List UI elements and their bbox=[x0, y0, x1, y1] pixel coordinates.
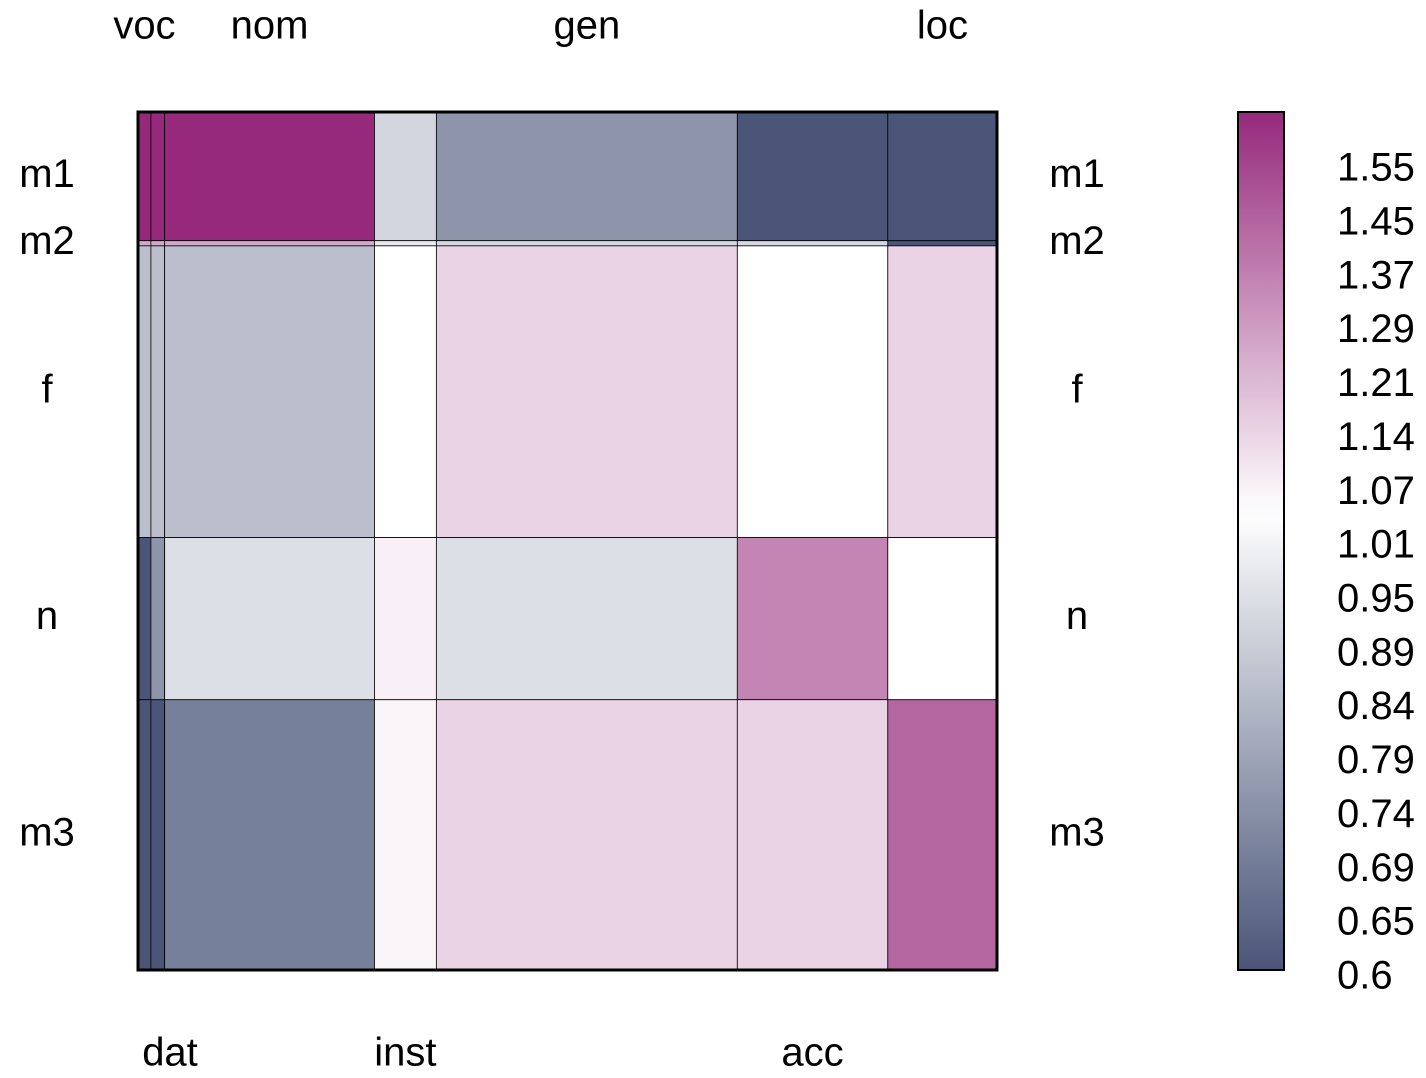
mosaic-cell bbox=[138, 246, 151, 538]
row-label-right: n bbox=[1066, 594, 1088, 638]
row-label-right: m3 bbox=[1049, 810, 1105, 854]
legend-tick-label: 0.74 bbox=[1337, 792, 1415, 836]
page: {"chart_data": { "type": "mosaic", "colu… bbox=[0, 0, 1426, 1078]
mosaic-cell bbox=[374, 246, 436, 538]
legend-tick-label: 0.89 bbox=[1337, 630, 1415, 674]
mosaic-cell bbox=[436, 538, 737, 700]
legend-tick-label: 0.69 bbox=[1337, 846, 1415, 890]
mosaic-cell bbox=[151, 538, 165, 700]
mosaic-cell bbox=[165, 246, 375, 538]
mosaic-cell bbox=[165, 700, 375, 970]
mosaic-cell bbox=[737, 246, 887, 538]
mosaic-cell bbox=[737, 241, 887, 246]
column-label: dat bbox=[142, 1031, 198, 1075]
mosaic-cell bbox=[436, 112, 737, 241]
legend-tick-label: 0.6 bbox=[1337, 954, 1393, 998]
legend-tick-label: 1.01 bbox=[1337, 523, 1415, 567]
mosaic-cell bbox=[165, 241, 375, 246]
legend-tick-label: 0.79 bbox=[1337, 738, 1415, 782]
row-label: m1 bbox=[19, 152, 75, 196]
row-label-right: f bbox=[1071, 367, 1083, 411]
column-label: loc bbox=[917, 4, 968, 48]
mosaic-cell bbox=[374, 700, 436, 970]
mosaic-cell bbox=[138, 538, 151, 700]
mosaic-cell bbox=[888, 241, 997, 246]
legend-tick-label: 1.29 bbox=[1337, 307, 1415, 351]
mosaic-cell bbox=[138, 112, 151, 241]
row-label-right: m2 bbox=[1049, 219, 1105, 263]
column-label: acc bbox=[781, 1031, 843, 1075]
row-label: n bbox=[36, 594, 58, 638]
mosaic-cell bbox=[737, 700, 887, 970]
mosaic-cell bbox=[151, 246, 165, 538]
row-label: m3 bbox=[19, 810, 75, 854]
legend-tick-label: 1.45 bbox=[1337, 199, 1415, 243]
column-label: inst bbox=[374, 1031, 436, 1075]
legend-tick-label: 0.84 bbox=[1337, 684, 1415, 728]
mosaic-cell bbox=[151, 241, 165, 246]
row-label-right: m1 bbox=[1049, 152, 1105, 196]
mosaic-cell bbox=[737, 538, 887, 700]
color-bar bbox=[1238, 112, 1284, 970]
mosaic-cell bbox=[374, 112, 436, 241]
mosaic-cell bbox=[888, 538, 997, 700]
mosaic-cell bbox=[138, 241, 151, 246]
mosaic-cell bbox=[374, 538, 436, 700]
mosaic-cell bbox=[737, 112, 887, 241]
row-label: f bbox=[41, 367, 53, 411]
legend-tick-label: 1.21 bbox=[1337, 361, 1415, 405]
mosaic-cell bbox=[165, 112, 375, 241]
legend-tick-label: 0.95 bbox=[1337, 576, 1415, 620]
mosaic-cell bbox=[165, 538, 375, 700]
legend-tick-label: 0.65 bbox=[1337, 900, 1415, 944]
mosaic-cell bbox=[436, 241, 737, 246]
mosaic-cell bbox=[138, 700, 151, 970]
column-label: voc bbox=[113, 4, 175, 48]
legend-tick-label: 1.07 bbox=[1337, 469, 1415, 513]
column-label: gen bbox=[553, 4, 620, 48]
column-label: nom bbox=[231, 4, 309, 48]
mosaic-cell bbox=[436, 246, 737, 538]
legend-tick-label: 1.37 bbox=[1337, 253, 1415, 297]
mosaic-cell bbox=[888, 700, 997, 970]
mosaic-cell bbox=[151, 700, 165, 970]
row-label: m2 bbox=[19, 219, 75, 263]
legend-tick-label: 1.55 bbox=[1337, 146, 1415, 190]
chart: voc dat nom inst gen acc loc m1 m1 m2 m2 f f n n m3 m3 0.… bbox=[0, 0, 1426, 1078]
mosaic-cell bbox=[374, 241, 436, 246]
mosaic-cell bbox=[888, 246, 997, 538]
mosaic-cell bbox=[888, 112, 997, 241]
legend-tick-label: 1.14 bbox=[1337, 415, 1415, 459]
mosaic-cell bbox=[151, 112, 165, 241]
mosaic-cell bbox=[436, 700, 737, 970]
